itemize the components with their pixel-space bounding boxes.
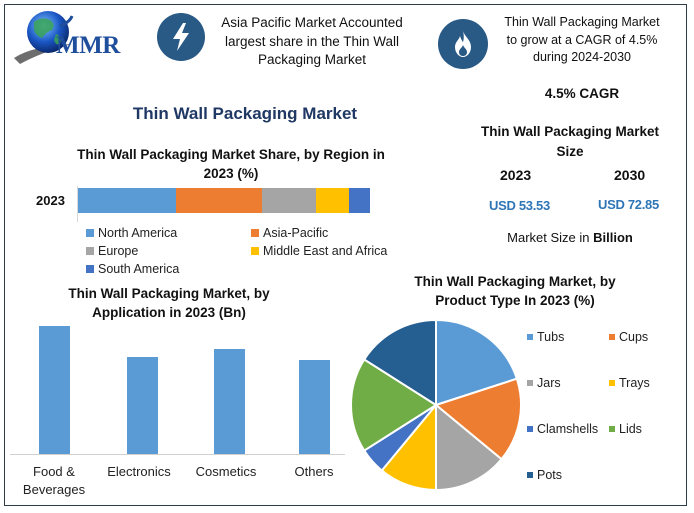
region-chart-title: Thin Wall Packaging Market Share, by Reg… [77, 147, 385, 181]
pie-slice-jars [435, 402, 503, 492]
legend-north-america: North America [86, 224, 251, 242]
value-2030: USD 72.85 [598, 197, 659, 212]
region-legend: North America Asia-Pacific Europe Middle… [86, 224, 387, 278]
application-bar [299, 360, 330, 454]
region-axis [77, 186, 78, 222]
legend-south-america: South America [86, 260, 251, 278]
application-chart-title: Thin Wall Packaging Market, by Applicati… [68, 286, 270, 320]
page-title: Thin Wall Packaging Market [132, 104, 358, 123]
logo-text: MMR [56, 32, 120, 59]
year-2023-label: 2023 [500, 167, 532, 183]
infographic-frame [4, 4, 687, 506]
swatch-icon [609, 334, 615, 340]
swatch-icon [86, 247, 94, 255]
region-segment [315, 188, 349, 213]
legend-trays: Trays [609, 374, 679, 392]
legend-pots: Pots [527, 466, 609, 484]
year-2030-label: 2030 [614, 167, 646, 183]
x-label-cosmetics: Cosmetics [195, 464, 257, 479]
x-label-electronics: Electronics [107, 464, 171, 479]
pie-slice-tubs [435, 318, 519, 407]
swatch-icon [86, 265, 94, 273]
x-label-others: Others [294, 464, 334, 479]
swatch-icon [609, 380, 615, 386]
application-x-axis [10, 454, 345, 455]
pie-slice-cups [433, 377, 522, 461]
market-size-note: Market Size in Billion [507, 230, 633, 245]
legend-tubs: Tubs [527, 328, 609, 346]
flame-icon [438, 19, 488, 69]
legend-lids: Lids [609, 420, 679, 438]
lightning-icon [157, 13, 205, 61]
application-bars [10, 300, 345, 454]
value-2023: USD 53.53 [489, 198, 550, 213]
cagr-label: 4.5% CAGR [544, 86, 620, 101]
product-pie-chart [350, 318, 522, 492]
region-segment [78, 188, 176, 213]
legend-cups: Cups [609, 328, 679, 346]
application-bar [127, 357, 158, 454]
legend-mea: Middle East and Africa [251, 242, 401, 260]
application-bar [39, 326, 70, 454]
product-chart-title: Thin Wall Packaging Market, by Product T… [414, 274, 616, 308]
region-segment [348, 188, 370, 213]
swatch-icon [251, 229, 259, 237]
region-segment [261, 188, 316, 213]
swatch-icon [527, 426, 533, 432]
swatch-icon [527, 380, 533, 386]
mmr-logo: MMR [12, 8, 142, 68]
pie-slice-lids [350, 358, 438, 452]
growth-highlight-text: Thin Wall Packaging Market to grow at a … [504, 15, 660, 64]
region-highlight-text: Asia Pacific Market Accounted largest sh… [221, 15, 403, 67]
region-year-label: 2023 [36, 193, 65, 208]
swatch-icon [251, 247, 259, 255]
globe-icon [14, 11, 74, 64]
legend-asia-pacific: Asia-Pacific [251, 224, 401, 242]
region-stacked-bar [78, 188, 370, 213]
swatch-icon [86, 229, 94, 237]
product-legend: Tubs Cups Jars Trays Clamshells Lids Pot… [527, 328, 687, 484]
market-size-title: Thin Wall Packaging Market Size [480, 124, 660, 159]
region-segment [175, 188, 262, 213]
legend-jars: Jars [527, 374, 609, 392]
application-bar [214, 348, 245, 454]
pie-slice-pots [362, 318, 437, 407]
swatch-icon [609, 426, 615, 432]
legend-clamshells: Clamshells [527, 420, 609, 438]
legend-europe: Europe [86, 242, 251, 260]
swatch-icon [527, 472, 533, 478]
x-label-food: Food & Beverages [22, 464, 86, 497]
swatch-icon [527, 334, 533, 340]
